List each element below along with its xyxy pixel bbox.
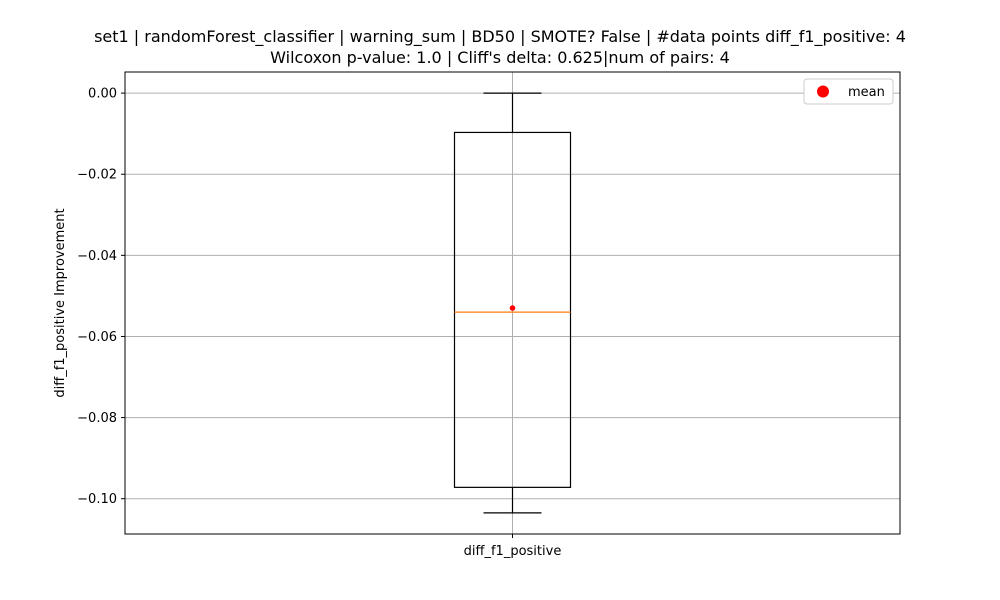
box-layer [453, 92, 572, 514]
y-tick-label: −0.08 [77, 411, 117, 426]
tick-layer: 0.00 −0.02 −0.04 −0.06 −0.08 −0.10 diff_f1_pos… [77, 87, 561, 559]
y-tick-label: −0.10 [77, 492, 117, 507]
legend-mean-label: mean [848, 85, 885, 100]
y-tick-label: −0.04 [77, 249, 117, 264]
y-tick-label: −0.02 [77, 168, 117, 183]
y-axis-label: diff_f1_positive Improvement [53, 208, 68, 397]
legend-mean-marker [817, 85, 829, 98]
chart-title-line-2: Wilcoxon p-value: 1.0 | Cliff's delta: 0… [270, 48, 730, 67]
y-tick-label: −0.06 [77, 330, 117, 345]
grid-layer [125, 72, 900, 534]
legend: mean [803, 78, 894, 105]
chart-title-line-1: set1 | randomForest_classifier | warning… [94, 27, 906, 46]
legend-box [803, 78, 894, 105]
y-tick-label: 0.00 [88, 87, 117, 102]
x-tick-label: diff_f1_positive [464, 544, 562, 559]
mean-point [509, 305, 516, 311]
